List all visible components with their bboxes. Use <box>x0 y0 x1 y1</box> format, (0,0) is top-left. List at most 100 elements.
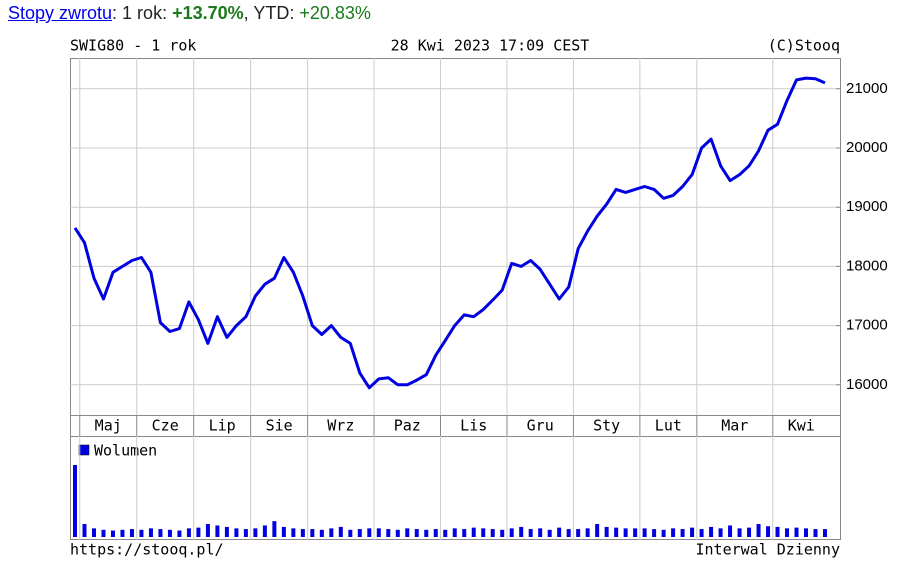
volume-bar <box>775 526 780 537</box>
footer-interval: Interwal Dzienny <box>696 541 841 559</box>
footer-url: https://stooq.pl/ <box>70 541 224 559</box>
volume-bar <box>405 528 410 537</box>
volume-bar <box>623 528 628 537</box>
volume-bar <box>728 525 733 537</box>
y-tick-label: 20000 <box>846 139 888 156</box>
y-tick-label: 16000 <box>846 376 888 393</box>
volume-bar <box>158 529 163 537</box>
volume-bar <box>167 529 172 537</box>
returns-link[interactable]: Stopy zwrotu <box>8 3 113 23</box>
volume-bar <box>101 529 106 537</box>
volume-bar <box>443 529 448 537</box>
volume-bar <box>291 528 296 537</box>
volume-bar <box>205 524 210 537</box>
volume-bar <box>234 528 239 537</box>
volume-bar <box>490 529 495 537</box>
x-tick-label: Wrz <box>327 417 354 435</box>
x-tick-label: Lis <box>460 417 487 435</box>
volume-bar <box>224 526 229 537</box>
period-text: : 1 rok: <box>112 3 173 23</box>
volume-bar <box>129 529 134 537</box>
chart-title: SWIG80 - 1 rok <box>70 37 196 55</box>
volume-bar <box>585 528 590 537</box>
volume-bar <box>481 528 486 537</box>
legend-swatch <box>78 444 90 456</box>
volume-bar <box>823 529 827 537</box>
volume-bar <box>690 527 695 537</box>
volume-bar <box>813 529 818 537</box>
volume-bar <box>614 527 619 537</box>
volume-bar <box>509 528 514 537</box>
x-tick-label: Gru <box>527 417 554 435</box>
volume-bar <box>794 527 799 537</box>
volume-bar <box>547 529 552 537</box>
volume-bar <box>186 528 191 537</box>
volume-bar <box>338 526 343 537</box>
x-tick-label: Mar <box>721 417 748 435</box>
volume-bar <box>604 526 609 537</box>
volume-bar <box>386 529 391 537</box>
volume-bar <box>82 524 87 537</box>
x-tick-label: Sie <box>266 417 293 435</box>
volume-bar <box>680 529 685 537</box>
volume-bar <box>452 528 457 537</box>
chart-source: (C)Stooq <box>768 37 840 55</box>
volume-bar <box>272 521 277 537</box>
x-tick-label: Cze <box>152 417 179 435</box>
x-tick-label: Sty <box>593 417 620 435</box>
x-tick-label: Kwi <box>788 417 815 435</box>
volume-bar <box>120 529 125 537</box>
volume-bar <box>196 527 201 537</box>
volume-bar <box>737 528 742 537</box>
volume-bar <box>519 526 524 537</box>
volume-bar <box>395 529 400 537</box>
volume-bar <box>804 528 809 537</box>
volume-bar <box>300 529 305 537</box>
volume-bar <box>699 529 704 537</box>
volume-bar <box>661 529 666 537</box>
volume-bar <box>414 529 419 537</box>
volume-bar <box>73 465 77 537</box>
volume-bar <box>376 528 381 537</box>
volume-bar <box>462 529 467 537</box>
volume-bar <box>424 529 429 537</box>
frame <box>70 58 841 540</box>
y-tick-label: 17000 <box>846 317 888 334</box>
x-tick-label: Lut <box>655 417 682 435</box>
returns-header: Stopy zwrotu: 1 rok: +13.70%, YTD: +20.8… <box>8 3 371 24</box>
legend-label: Wolumen <box>94 442 157 460</box>
chart-date: 28 Kwi 2023 17:09 CEST <box>391 37 590 55</box>
price-line <box>73 76 826 390</box>
volume-bar <box>642 528 647 537</box>
ytd-return: +20.83% <box>299 3 371 23</box>
volume-bar <box>243 529 248 537</box>
volume-bar <box>215 525 220 537</box>
volume-bar <box>595 524 600 537</box>
volume-bar <box>91 528 96 537</box>
volume-bar <box>367 528 372 537</box>
volume-bar <box>718 528 723 537</box>
volume-bar <box>557 527 562 537</box>
volume-bar <box>633 528 638 537</box>
volume-bar <box>709 526 714 537</box>
volume-bar <box>433 529 438 537</box>
volume-bar <box>500 529 505 537</box>
y-tick-label: 19000 <box>846 198 888 215</box>
y-tick-label: 18000 <box>846 257 888 274</box>
volume-bar <box>329 528 334 537</box>
volume-bar <box>253 528 258 537</box>
x-tick-label: Paz <box>394 417 421 435</box>
volume-bar <box>576 529 581 537</box>
volume-bar <box>148 528 153 537</box>
volume-bar <box>756 524 761 537</box>
x-tick-label: Maj <box>95 417 122 435</box>
ytd-text: , YTD: <box>243 3 300 23</box>
volume-bar <box>262 525 267 537</box>
volume-bar <box>766 526 771 537</box>
volume-bar <box>785 528 790 537</box>
volume-bar <box>319 529 324 537</box>
volume-bar <box>538 528 543 537</box>
period-return: +13.70% <box>172 3 244 23</box>
volume-bar <box>652 529 657 537</box>
volume-bar <box>177 530 182 537</box>
